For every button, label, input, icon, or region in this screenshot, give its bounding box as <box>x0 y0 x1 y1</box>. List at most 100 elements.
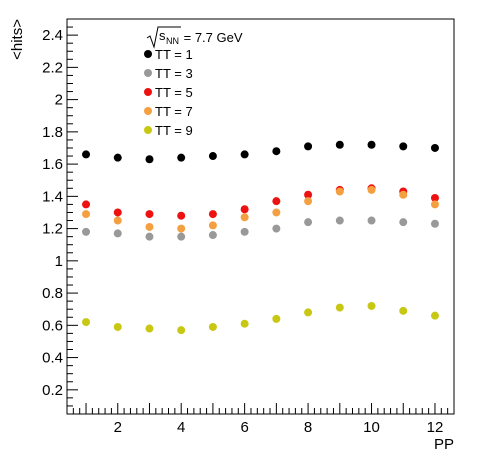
data-point <box>113 208 122 217</box>
legend-entry-label: TT = 3 <box>155 66 193 81</box>
y-tick-label: 1.8 <box>42 124 63 141</box>
data-point <box>177 326 186 335</box>
data-point <box>82 227 91 236</box>
y-tick-label: 1.2 <box>42 221 63 238</box>
data-point <box>335 303 344 312</box>
data-point <box>145 232 154 241</box>
y-tick-label: 2.4 <box>42 27 63 44</box>
data-point <box>177 211 186 220</box>
data-point <box>272 314 281 323</box>
data-point <box>145 155 154 164</box>
data-point <box>430 200 439 209</box>
data-point <box>82 150 91 159</box>
data-point <box>240 227 249 236</box>
data-point <box>304 142 313 151</box>
data-point <box>335 140 344 149</box>
y-tick-label: 2.2 <box>42 59 63 76</box>
legend-marker <box>144 88 152 96</box>
plot-frame <box>66 18 455 415</box>
legend-header-sub: NN <box>166 36 179 46</box>
data-point <box>208 231 217 240</box>
legend-entry-label: TT = 1 <box>155 47 193 62</box>
x-axis-title: PP <box>434 436 454 453</box>
data-point <box>208 210 217 219</box>
y-axis-title: <hits> <box>9 19 26 60</box>
data-point <box>177 153 186 162</box>
data-point <box>240 205 249 214</box>
legend-header: s NN = 7.7 GeV <box>146 26 243 49</box>
x-axis: 2 4 6 8 10 12 <box>72 403 449 436</box>
data-point <box>399 218 408 227</box>
data-point <box>113 216 122 225</box>
x-tick-label: 10 <box>363 419 380 436</box>
x-tick-label: 6 <box>240 419 248 436</box>
legend-entry-label: TT = 7 <box>155 104 193 119</box>
legend-header-sqrt: s <box>159 28 166 43</box>
data-point <box>430 311 439 320</box>
y-tick-label: 0.6 <box>42 317 63 334</box>
data-point <box>82 210 91 219</box>
data-point <box>82 318 91 327</box>
legend-marker <box>144 50 152 58</box>
series-2 <box>82 216 439 241</box>
data-point <box>430 219 439 228</box>
data-point <box>399 190 408 199</box>
data-point <box>399 306 408 315</box>
series-4 <box>82 185 439 233</box>
data-points <box>82 140 439 335</box>
y-tick-label: 0.2 <box>42 382 63 399</box>
sqrt-symbol <box>146 26 181 49</box>
data-point <box>272 208 281 217</box>
data-point <box>240 213 249 222</box>
data-point <box>335 216 344 225</box>
data-point <box>272 197 281 206</box>
series-5 <box>82 301 439 335</box>
data-point <box>367 185 376 194</box>
y-axis: 0.2 0.4 0.6 0.8 1 1.2 1.4 1.6 1.8 2 2.2 2.4 <box>42 26 78 407</box>
data-point <box>430 193 439 202</box>
data-point <box>113 322 122 331</box>
x-tick-label: 2 <box>114 419 122 436</box>
data-point <box>145 324 154 333</box>
y-tick-label: 2 <box>55 92 63 109</box>
series-1 <box>82 140 439 164</box>
x-tick-label: 4 <box>177 419 185 436</box>
legend-entry-label: TT = 5 <box>155 85 193 100</box>
y-tick-label: 0.4 <box>42 350 63 367</box>
x-tick-label: 8 <box>304 419 312 436</box>
data-point <box>430 143 439 152</box>
data-point <box>304 308 313 317</box>
data-point <box>177 224 186 233</box>
legend-marker <box>144 126 152 134</box>
legend: s NN = 7.7 GeV TT = 1 TT = 3 TT = 5 TT = 7 T… <box>144 26 243 138</box>
data-point <box>113 229 122 238</box>
data-point <box>240 150 249 159</box>
series-3 <box>82 184 439 220</box>
x-tick-label: 12 <box>427 419 444 436</box>
data-point <box>177 232 186 241</box>
data-point <box>113 153 122 162</box>
data-point <box>367 140 376 149</box>
legend-marker <box>144 107 152 115</box>
y-tick-label: 1.6 <box>42 156 63 173</box>
legend-entry-label: TT = 9 <box>155 123 193 138</box>
y-tick-label: 0.8 <box>42 285 63 302</box>
data-point <box>272 147 281 156</box>
data-point <box>208 221 217 230</box>
y-tick-label: 1 <box>55 253 63 270</box>
data-point <box>367 216 376 225</box>
y-tick-label: 1.4 <box>42 188 63 205</box>
data-point <box>145 210 154 219</box>
data-point <box>240 319 249 328</box>
data-point <box>272 224 281 233</box>
data-point <box>304 190 313 199</box>
legend-header-text: = 7.7 GeV <box>180 30 243 45</box>
data-point <box>367 301 376 310</box>
legend-marker <box>144 69 152 77</box>
data-point <box>399 142 408 151</box>
data-point <box>335 187 344 196</box>
data-point <box>304 197 313 206</box>
data-point <box>208 152 217 161</box>
data-point <box>82 200 91 209</box>
